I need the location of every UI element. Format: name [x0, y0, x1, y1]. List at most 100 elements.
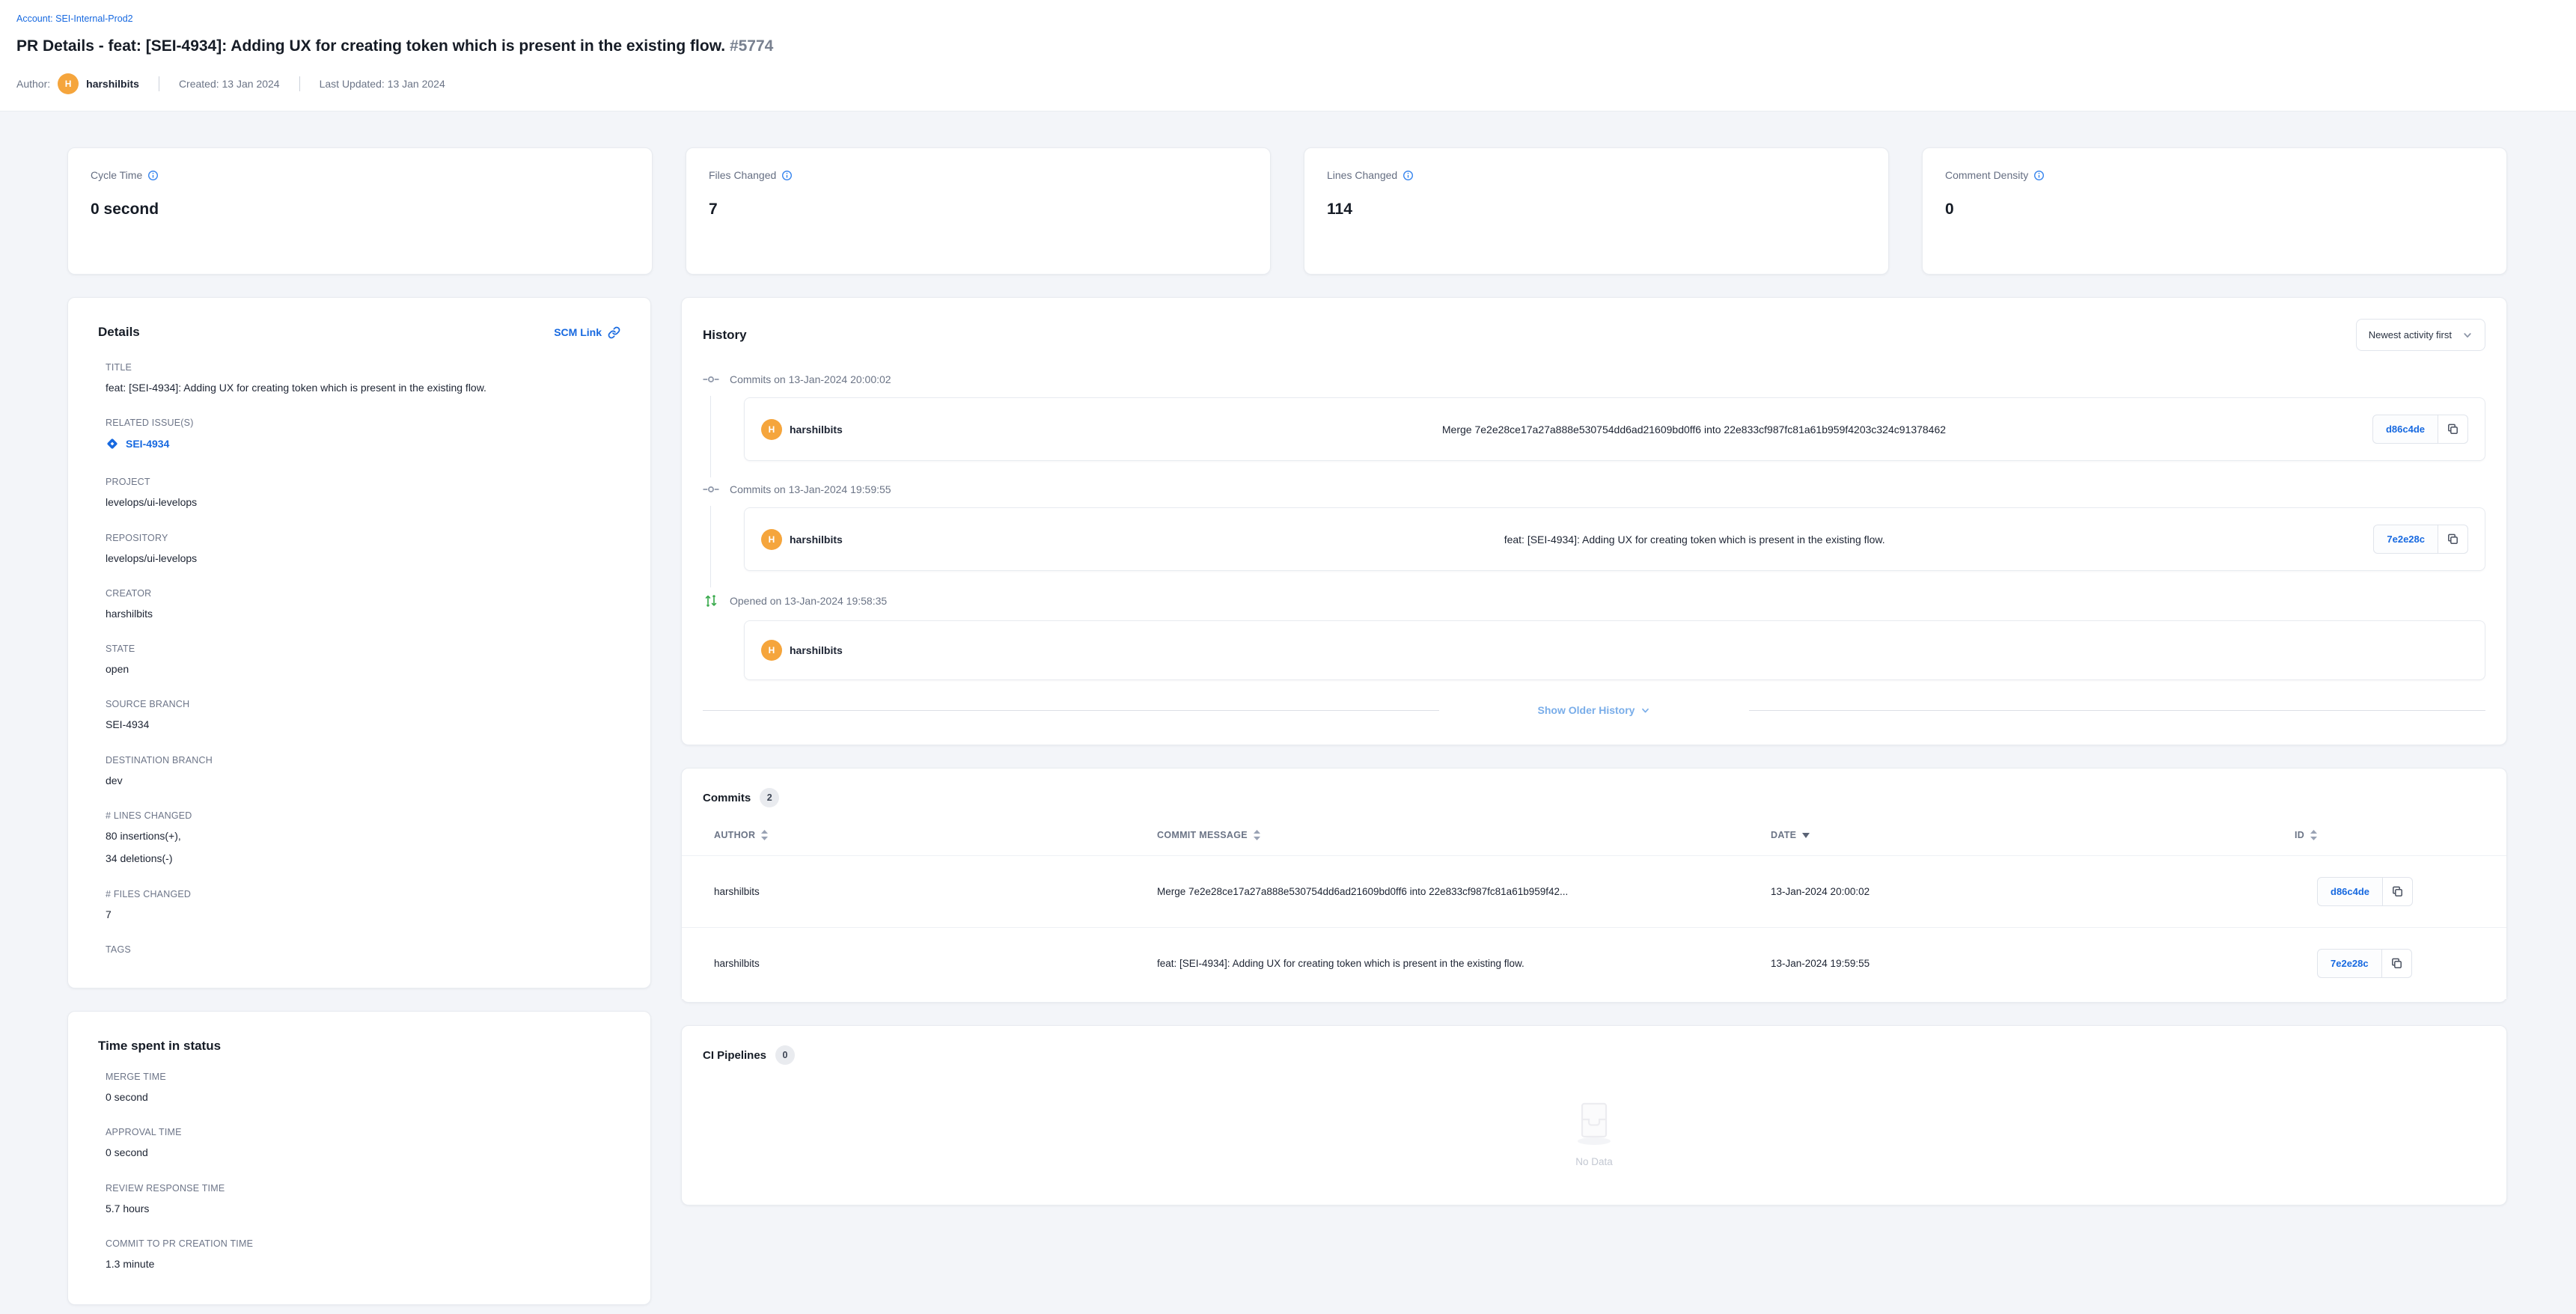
chevron-down-icon [2462, 330, 2473, 340]
cell-author: harshilbits [714, 958, 760, 969]
metric-label: Files Changed [709, 169, 777, 181]
right-column: History Newest activity first Commits on… [681, 297, 2507, 1205]
sort-icon [761, 830, 769, 840]
field-tags: TAGS [106, 944, 620, 955]
time-in-status-heading: Time spent in status [98, 1038, 222, 1053]
chevron-down-icon [1640, 706, 1650, 715]
show-older-label: Show Older History [1537, 704, 1635, 716]
cell-date: 13-Jan-2024 19:59:55 [1771, 958, 1870, 969]
author-name: harshilbits [86, 78, 139, 90]
scm-link[interactable]: SCM Link [554, 326, 620, 339]
field-value: feat: [SEI-4934]: Adding UX for creating… [106, 382, 486, 394]
info-icon[interactable] [781, 170, 793, 181]
metric-card-cycle-time: Cycle Time 0 second [67, 147, 653, 275]
metric-value: 0 [1945, 201, 1954, 218]
field-label: MERGE TIME [106, 1071, 166, 1082]
column-header-id[interactable]: ID [2295, 830, 2485, 840]
field-label: SOURCE BRANCH [106, 699, 190, 710]
field-value: open [106, 663, 129, 676]
copy-button[interactable] [2383, 877, 2414, 906]
history-entry: H harshilbits Merge 7e2e28ce17a27a888e53… [744, 397, 2485, 461]
field-value-insertions: 80 insertions(+), [106, 830, 181, 843]
author-row: Author: H harshilbits Created: 13 Jan 20… [16, 73, 2558, 94]
commits-card: Commits 2 AUTHOR COMMIT MESSAGE [681, 768, 2507, 1003]
history-group-label: Commits on 13-Jan-2024 20:00:02 [730, 373, 891, 385]
field-label: PROJECT [106, 477, 150, 488]
info-icon[interactable] [1403, 170, 1414, 181]
field-label: TAGS [106, 944, 131, 955]
cell-date: 13-Jan-2024 20:00:02 [1771, 886, 1870, 897]
commits-table-header: AUTHOR COMMIT MESSAGE DATE ID [682, 825, 2506, 855]
show-older-history-link[interactable]: Show Older History [1538, 704, 1651, 716]
column-label: COMMIT MESSAGE [1157, 830, 1248, 840]
commits-heading: Commits [703, 791, 751, 804]
column-label: AUTHOR [714, 830, 756, 840]
author-avatar: H [761, 528, 782, 550]
cell-message: feat: [SEI-4934]: Adding UX for creating… [1157, 958, 1524, 969]
history-sort-dropdown[interactable]: Newest activity first [2355, 319, 2485, 351]
metric-value: 7 [709, 201, 718, 218]
field-value: 0 second [106, 1146, 148, 1159]
field-value: 5.7 hours [106, 1202, 150, 1214]
commit-id-chip[interactable]: 7e2e28c [2317, 949, 2382, 978]
copy-button[interactable] [2381, 949, 2412, 978]
issue-key: SEI-4934 [126, 438, 170, 450]
field-creator: CREATOR harshilbits [106, 588, 620, 621]
field-label: CREATOR [106, 587, 152, 599]
history-entry-message: Merge 7e2e28ce17a27a888e530754dd6ad21609… [1441, 423, 1947, 436]
time-in-status-card: Time spent in status MERGE TIME 0 second… [67, 1010, 651, 1306]
metrics-row: Cycle Time 0 second Files Changed 7 Line… [67, 147, 2507, 275]
account-link[interactable]: Account: SEI-Internal-Prod2 [16, 13, 133, 24]
info-icon[interactable] [2033, 170, 2045, 181]
metric-card-lines-changed: Lines Changed 114 [1304, 147, 1889, 275]
copy-button[interactable] [2438, 525, 2468, 554]
field-value: 0 second [106, 1090, 148, 1103]
field-label: # FILES CHANGED [106, 888, 192, 899]
field-value: dev [106, 774, 123, 786]
related-issue-link[interactable]: SEI-4934 [106, 437, 169, 450]
field-value: SEI-4934 [106, 718, 150, 731]
history-entry-author: harshilbits [790, 644, 843, 656]
link-icon [608, 326, 620, 339]
commit-icon [703, 485, 719, 494]
field-label: REPOSITORY [106, 532, 168, 543]
commits-table: AUTHOR COMMIT MESSAGE DATE ID [682, 825, 2506, 999]
pr-number: #5774 [729, 37, 774, 55]
copy-button[interactable] [2438, 415, 2468, 444]
column-label: DATE [1771, 830, 1797, 840]
show-older-row: Show Older History [703, 704, 2486, 716]
created-date: Created: 13 Jan 2024 [178, 78, 280, 90]
column-header-commit-message[interactable]: COMMIT MESSAGE [1157, 830, 1771, 840]
issue-diamond-icon [106, 437, 119, 450]
field-files-changed: # FILES CHANGED 7 [106, 889, 620, 922]
details-heading: Details [98, 325, 140, 339]
field-label: APPROVAL TIME [106, 1127, 182, 1138]
commit-id-chip[interactable]: d86c4de [2317, 877, 2384, 906]
field-label: DESTINATION BRANCH [106, 754, 213, 766]
metric-value: 114 [1327, 201, 1352, 218]
history-card: History Newest activity first Commits on… [681, 297, 2507, 745]
empty-inbox-icon [1566, 1099, 1623, 1147]
no-data-label: No Data [1575, 1156, 1613, 1167]
field-value: levelops/ui-levelops [106, 551, 198, 564]
info-icon[interactable] [147, 170, 159, 181]
divider [299, 76, 300, 91]
field-approval-time: APPROVAL TIME 0 second [106, 1127, 620, 1160]
sort-selected-value: Newest activity first [2368, 329, 2452, 340]
commit-id-chip[interactable]: d86c4de [2372, 415, 2438, 444]
commit-id-chip[interactable]: 7e2e28c [2373, 525, 2438, 554]
column-header-author[interactable]: AUTHOR [714, 830, 1157, 840]
column-header-date[interactable]: DATE [1771, 830, 2295, 840]
pull-request-open-icon [703, 593, 719, 608]
left-column: Details SCM Link TITLE feat: [SEI-4934]:… [67, 297, 651, 1306]
field-label: RELATED ISSUE(S) [106, 418, 194, 429]
history-group-label: Commits on 13-Jan-2024 19:59:55 [730, 483, 891, 495]
field-label: STATE [106, 644, 135, 655]
field-label: REVIEW RESPONSE TIME [106, 1182, 225, 1194]
field-title: TITLE feat: [SEI-4934]: Adding UX for cr… [106, 362, 620, 395]
scm-link-label: SCM Link [554, 326, 602, 338]
ci-pipelines-count-badge: 0 [775, 1045, 796, 1065]
sort-desc-icon [1802, 832, 1810, 838]
metric-card-files-changed: Files Changed 7 [686, 147, 1271, 275]
sort-icon [1253, 830, 1260, 840]
